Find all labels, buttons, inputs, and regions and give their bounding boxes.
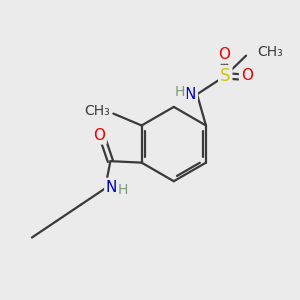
Text: N: N xyxy=(106,179,117,194)
Text: H: H xyxy=(175,85,185,99)
Text: S: S xyxy=(220,67,230,85)
Text: CH₃: CH₃ xyxy=(257,45,283,59)
Text: O: O xyxy=(93,128,105,143)
Text: O: O xyxy=(241,68,253,83)
Text: CH₃: CH₃ xyxy=(85,103,110,118)
Text: N: N xyxy=(185,87,196,102)
Text: O: O xyxy=(218,47,230,62)
Text: H: H xyxy=(118,183,128,197)
